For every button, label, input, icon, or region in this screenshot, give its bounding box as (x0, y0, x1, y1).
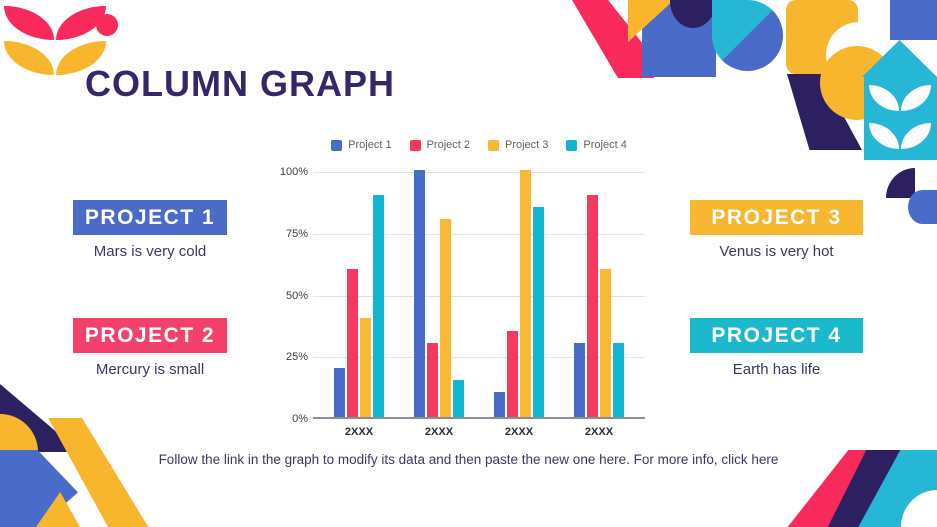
drop-decoration (712, 0, 783, 71)
dot-icon (96, 14, 118, 36)
footer-text: Follow the link in the graph to modify i… (158, 452, 722, 467)
legend-label: Project 4 (583, 139, 627, 151)
bar-project-2 (427, 342, 438, 417)
quarter-circle-decoration (886, 168, 915, 198)
petal-icon (4, 6, 54, 40)
grid-line (313, 295, 645, 297)
legend-item: Project 4 (566, 139, 627, 151)
project-1-card: PROJECT 1 Mars is very cold (73, 200, 227, 260)
project-3-badge: PROJECT 3 (690, 200, 863, 235)
bar-group (494, 170, 544, 417)
project-4-card: PROJECT 4 Earth has life (690, 318, 863, 378)
petal-icon (901, 85, 931, 111)
x-tick-label: 2XXX (504, 426, 534, 438)
bar-project-1 (334, 367, 345, 417)
petal-icon (901, 123, 931, 149)
bar-project-1 (574, 342, 585, 417)
y-tick-label: 75% (285, 227, 308, 240)
chart-legend: Project 1 Project 2 Project 3 Project 4 (313, 139, 645, 151)
chart-y-axis: 100% 75% 50% 25% 0% (266, 166, 308, 425)
bar-project-2 (507, 330, 518, 417)
legend-swatch-icon (331, 139, 343, 151)
legend-label: Project 1 (348, 139, 392, 151)
x-tick-label: 2XXX (584, 426, 614, 438)
bar-group (574, 194, 624, 417)
project-2-description: Mercury is small (95, 361, 205, 378)
page-title: COLUMN GRAPH (85, 63, 395, 104)
x-tick-label: 2XXX (424, 426, 454, 438)
bar-project-3 (360, 318, 371, 417)
petal-tile-decoration (864, 77, 937, 160)
petal-icon (869, 123, 899, 149)
bar-project-2 (587, 194, 598, 417)
bar-project-1 (494, 392, 505, 417)
x-tick-label: 2XXX (344, 426, 374, 438)
bar-project-3 (520, 170, 531, 417)
grid-line (313, 357, 645, 359)
petal-icon (869, 85, 899, 111)
legend-swatch-icon (488, 139, 499, 151)
bar-project-1 (414, 170, 425, 417)
bar-project-4 (533, 207, 544, 417)
bar-group (334, 194, 384, 417)
chart-x-axis: 2XXX 2XXX 2XXX 2XXX (313, 426, 645, 438)
legend-swatch-icon (409, 139, 421, 151)
column-chart-plot-area (313, 170, 645, 419)
half-circle-decoration (908, 190, 937, 224)
bar-project-4 (373, 194, 384, 417)
grid-line (313, 233, 645, 235)
legend-label: Project 3 (505, 139, 549, 151)
legend-label: Project 2 (426, 139, 470, 151)
project-1-badge: PROJECT 1 (73, 200, 227, 235)
bar-group (414, 170, 464, 417)
footer-note: Follow the link in the graph to modify i… (0, 452, 937, 467)
project-3-description: Venus is very hot (719, 243, 834, 260)
y-tick-label: 50% (285, 289, 308, 302)
bar-project-2 (347, 268, 358, 417)
y-tick-label: 100% (279, 166, 308, 178)
grid-line (313, 172, 645, 173)
bar-project-4 (613, 342, 624, 417)
footer-link[interactable]: click here (721, 452, 779, 467)
legend-item: Project 3 (488, 139, 548, 151)
project-1-description: Mars is very cold (93, 243, 207, 260)
legend-item: Project 2 (409, 139, 470, 151)
legend-swatch-icon (566, 139, 578, 151)
bar-project-3 (440, 219, 451, 417)
petal-icon (4, 41, 54, 75)
project-4-description: Earth has life (732, 361, 821, 378)
bar-project-3 (600, 268, 611, 417)
project-4-badge: PROJECT 4 (690, 318, 863, 353)
bar-project-4 (453, 379, 464, 417)
project-2-badge: PROJECT 2 (73, 318, 227, 353)
project-2-card: PROJECT 2 Mercury is small (73, 318, 227, 378)
y-tick-label: 25% (285, 351, 308, 364)
y-tick-label: 0% (292, 413, 308, 425)
square-decoration (890, 0, 937, 40)
legend-item: Project 1 (331, 139, 392, 151)
project-3-card: PROJECT 3 Venus is very hot (690, 200, 863, 260)
